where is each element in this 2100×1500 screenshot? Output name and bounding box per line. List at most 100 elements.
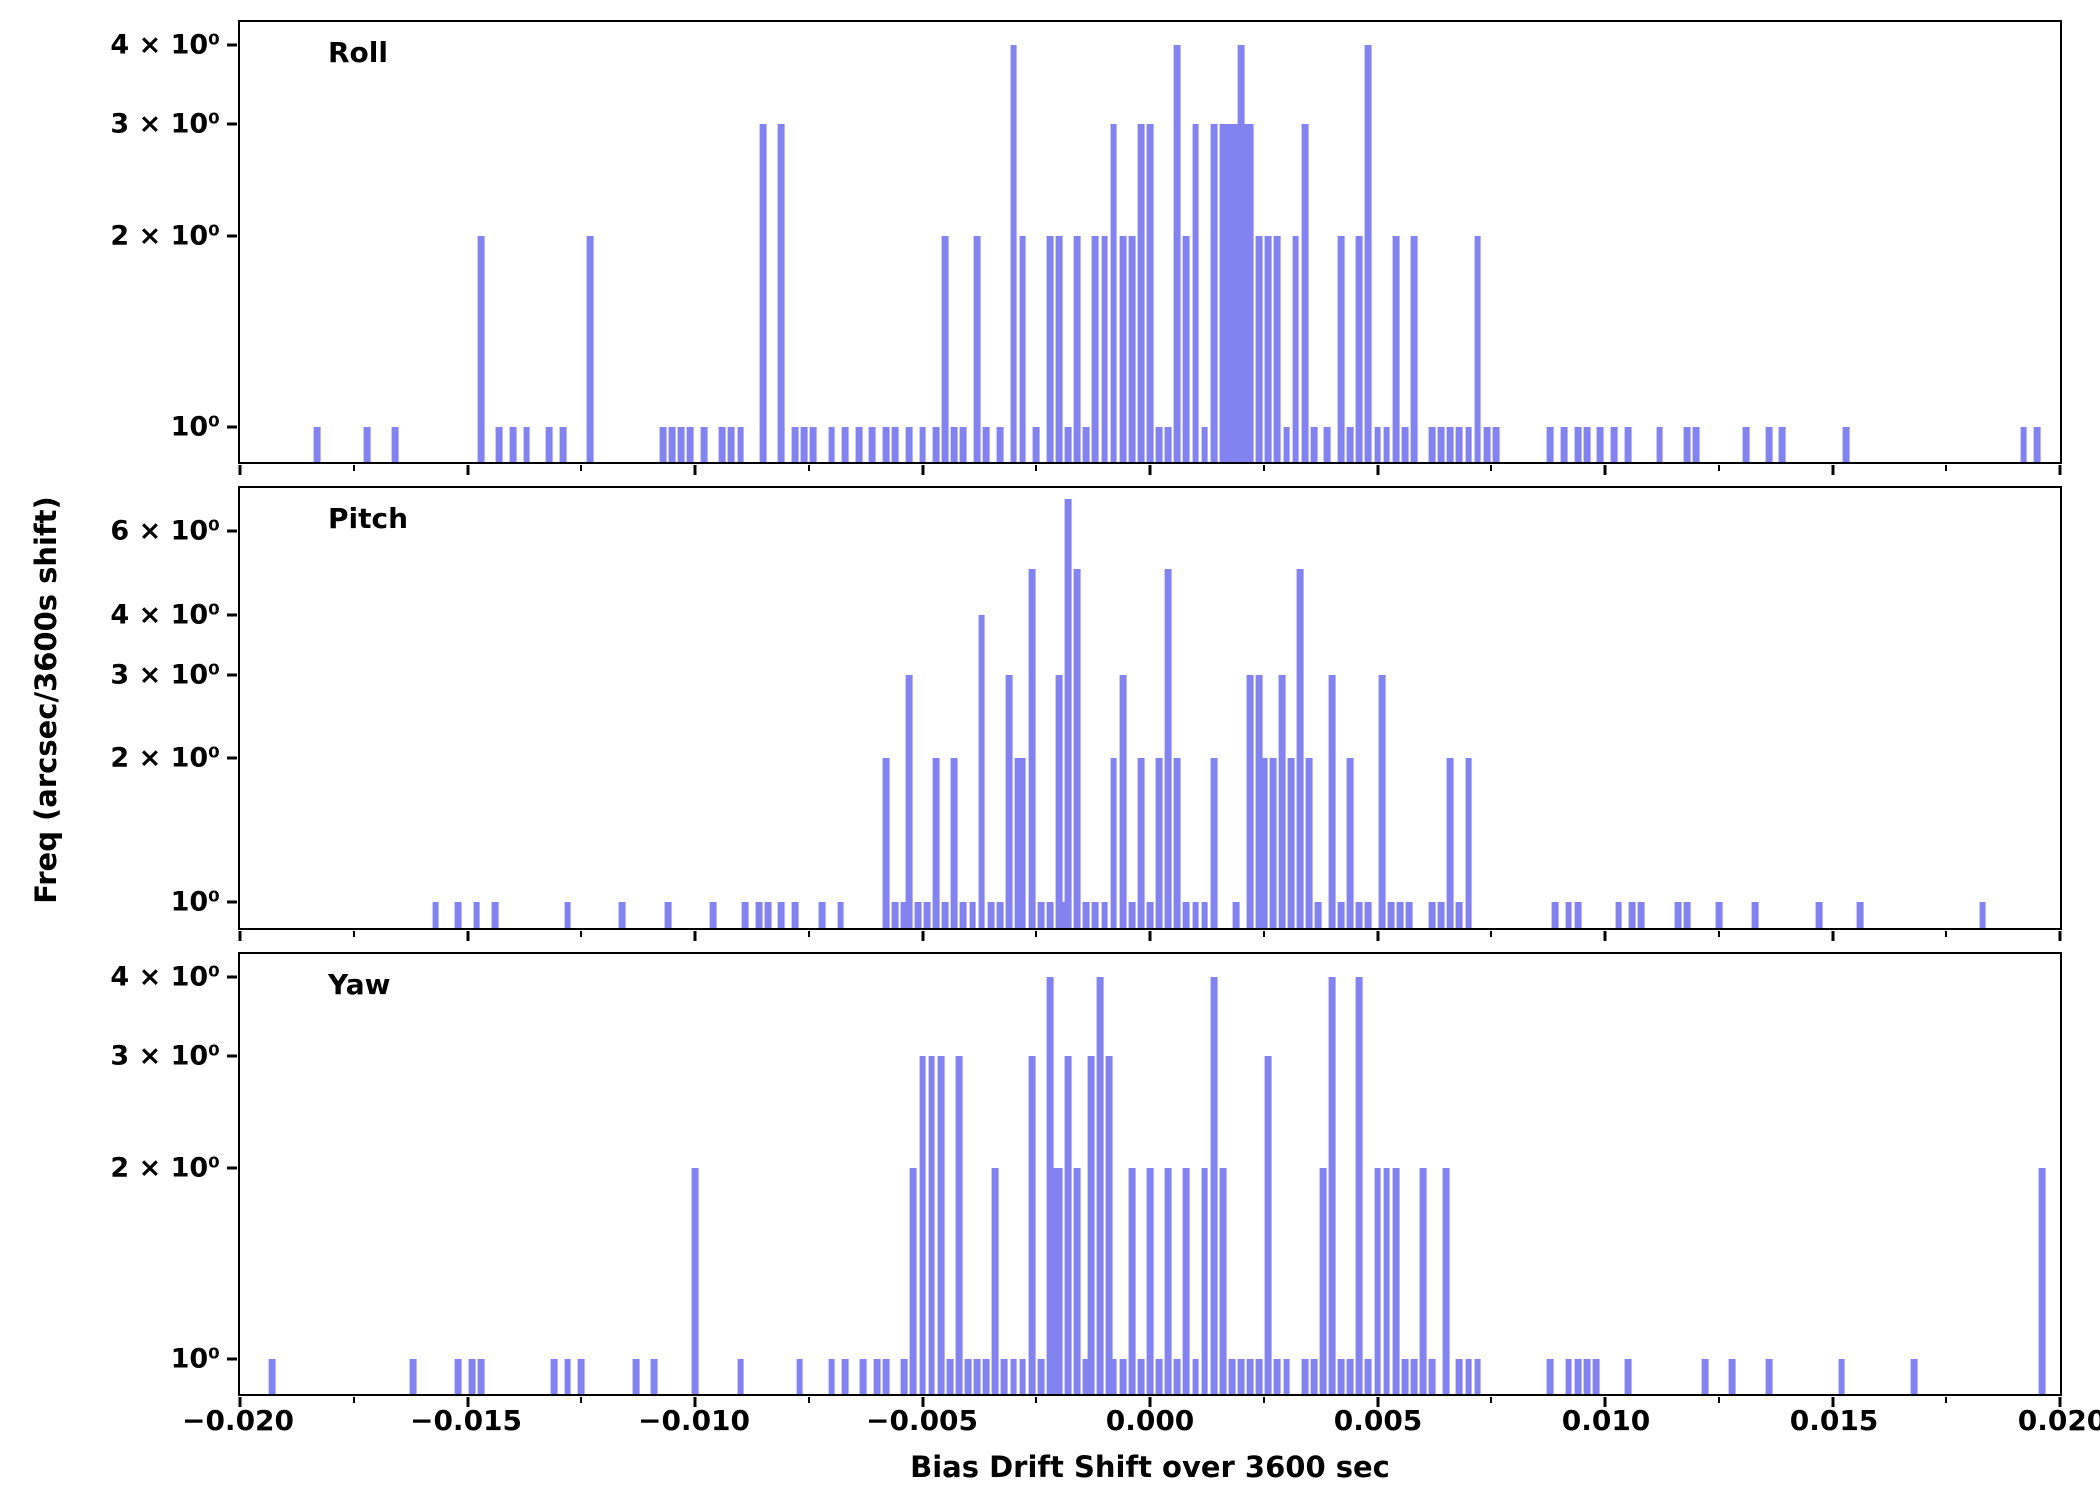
histogram-bar xyxy=(1269,758,1277,928)
panel-title: Roll xyxy=(328,36,388,69)
x-tick-label: 0.015 xyxy=(1789,1404,1879,1437)
histogram-bar xyxy=(1137,124,1145,462)
histogram-bar xyxy=(1683,901,1691,928)
histogram-bar xyxy=(1474,235,1481,462)
histogram-bar xyxy=(1237,45,1245,462)
histogram-bar xyxy=(1010,1358,1017,1394)
histogram-bar xyxy=(1815,901,1823,928)
x-minor-tick-mark xyxy=(580,1397,583,1403)
histogram-bar xyxy=(1437,901,1445,928)
histogram-bar xyxy=(1110,758,1117,928)
histogram-bar xyxy=(1173,1358,1181,1394)
histogram-bar xyxy=(1692,426,1700,462)
histogram-bar xyxy=(941,235,949,462)
histogram-bar xyxy=(659,426,667,462)
y-tick-mark xyxy=(227,673,237,677)
panel-title: Pitch xyxy=(328,502,409,535)
histogram-bar xyxy=(759,124,767,462)
histogram-bar xyxy=(905,674,913,928)
histogram-bar xyxy=(1201,1167,1208,1394)
x-tick-label: 0.005 xyxy=(1333,1404,1423,1437)
histogram-bar xyxy=(1046,235,1054,462)
y-axis-label: Freq (arcsec/3600s shift) xyxy=(29,496,63,904)
x-minor-tick-mark xyxy=(1262,465,1265,471)
histogram-bar xyxy=(905,426,913,462)
histogram-bar xyxy=(1328,977,1336,1394)
histogram-bar xyxy=(545,426,553,462)
histogram-bar xyxy=(1628,901,1636,928)
histogram-bar xyxy=(1401,426,1409,462)
x-tick-label: −0.020 xyxy=(181,1404,295,1437)
histogram-bar xyxy=(1051,1167,1058,1394)
plot-area-roll: Roll 10⁰ 2 × 10⁰ 3 × 10⁰ 4 × 10⁰ xyxy=(110,20,2062,475)
histogram-bar xyxy=(1128,1167,1136,1394)
x-minor-tick-mark xyxy=(580,465,583,471)
histogram-bar xyxy=(1283,1358,1290,1394)
histogram-bar xyxy=(1264,235,1272,462)
histogram-bar xyxy=(709,901,717,928)
x-tick-label: −0.015 xyxy=(409,1404,523,1437)
histogram-bar xyxy=(1583,426,1591,462)
x-tick-labels: −0.020 −0.015 −0.010 −0.005 0.000 0.005 0.010 0… xyxy=(182,1404,2100,1448)
x-tick-mark xyxy=(1831,1397,1834,1407)
histogram-bar xyxy=(1210,977,1218,1394)
histogram-bar xyxy=(491,901,499,928)
x-tick-mark xyxy=(1148,931,1152,941)
histogram-bar xyxy=(1192,901,1199,928)
x-tick-mark xyxy=(238,465,242,475)
histogram-bar xyxy=(1182,901,1190,928)
histogram-bar xyxy=(1565,901,1572,928)
histogram-bar xyxy=(1010,45,1017,462)
histogram-bar xyxy=(468,1358,476,1394)
histogram-bar xyxy=(1064,426,1072,462)
histogram-bar xyxy=(363,426,371,462)
x-tick-mark xyxy=(1148,1397,1152,1407)
x-tick-label: 0.020 xyxy=(2017,1404,2100,1437)
histogram-bar xyxy=(1615,901,1623,928)
histogram-bar xyxy=(932,426,940,462)
histogram-bar xyxy=(855,426,863,462)
histogram-bar xyxy=(1483,426,1491,462)
histogram-bar xyxy=(1287,758,1295,928)
histogram-bar xyxy=(800,426,808,462)
y-tick-label: 10⁰ xyxy=(170,886,220,918)
histogram-bar xyxy=(1260,758,1268,928)
histogram-bar xyxy=(1838,1358,1845,1394)
histogram-bar xyxy=(882,426,890,462)
histogram-bar xyxy=(632,1358,640,1394)
plot-area-pitch: Pitch 10⁰ 2 × 10⁰ 3 × 10⁰ 4 × 10⁰ 6 × 10⁰ xyxy=(110,486,2062,941)
histogram-bar xyxy=(432,901,440,928)
histogram-bar xyxy=(737,1358,744,1394)
histogram-bar xyxy=(891,426,899,462)
histogram-bar xyxy=(1128,235,1136,462)
histogram-bar xyxy=(1405,901,1413,928)
x-minor-tick-mark xyxy=(1490,1397,1493,1403)
histogram-bar xyxy=(1310,1358,1318,1394)
histogram-bar xyxy=(1237,1358,1245,1394)
histogram-bar xyxy=(1087,1056,1095,1394)
histogram-bar xyxy=(1637,901,1645,928)
histogram-bar xyxy=(1182,1167,1190,1394)
histogram-bar xyxy=(1082,901,1090,928)
bars-layer xyxy=(240,22,2060,462)
y-tick-mark xyxy=(227,756,237,760)
histogram-bar xyxy=(577,1358,585,1394)
histogram-bar xyxy=(1979,901,1987,928)
histogram-bar xyxy=(1146,1167,1154,1394)
histogram-bar xyxy=(950,426,958,462)
x-tick-mark xyxy=(1831,931,1834,941)
histogram-bar xyxy=(1155,1358,1163,1394)
histogram-bar xyxy=(1019,1358,1026,1394)
histogram-bar xyxy=(1364,1358,1372,1394)
histogram-bar xyxy=(1337,901,1345,928)
histogram-bar xyxy=(1765,1358,1773,1394)
y-tick-label: 2 × 10⁰ xyxy=(110,1152,220,1184)
histogram-bar xyxy=(841,1358,849,1394)
histogram-bar xyxy=(1419,1167,1427,1394)
histogram-bar xyxy=(650,1358,658,1394)
histogram-bar xyxy=(841,426,849,462)
histogram-bar xyxy=(1032,426,1040,462)
histogram-bar xyxy=(914,901,922,928)
histogram-bar xyxy=(1292,235,1299,462)
x-tick-label: 0.000 xyxy=(1105,1404,1195,1437)
